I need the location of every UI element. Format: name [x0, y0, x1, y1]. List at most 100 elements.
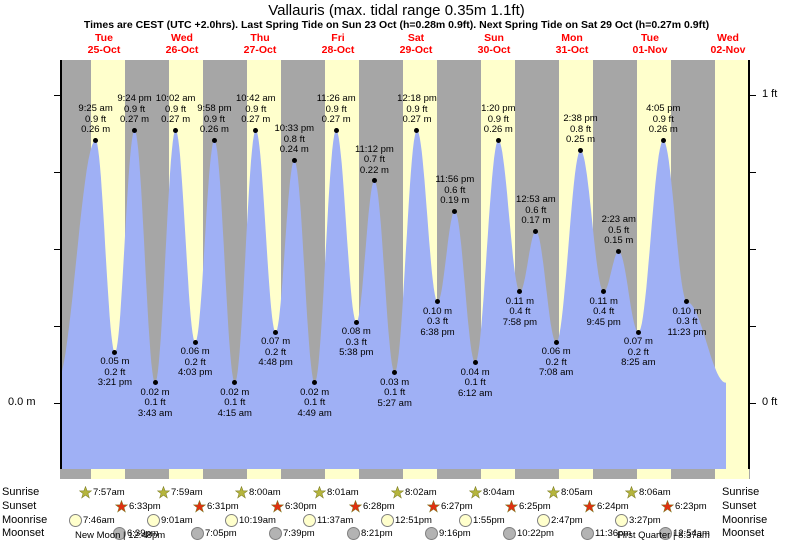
- tide-height-m: 0.02 m: [300, 386, 330, 398]
- tide-height-m: 0.26 m: [199, 124, 229, 136]
- tide-height-ft: 0.9 ft: [325, 103, 347, 115]
- day-header-31-oct: Mon 31-Oct: [532, 32, 612, 56]
- low-tide-label: 0.03 m 0.1 ft 5:27 am: [357, 377, 433, 410]
- low-tide-label: 0.06 m 0.2 ft 7:08 am: [518, 347, 594, 379]
- astro-moonrise-entry: 11:37am: [303, 514, 353, 527]
- astro-moonrise-entry: 2:47pm: [537, 514, 583, 527]
- astro-sunset-entry: 6:30pm: [271, 500, 317, 513]
- high-tide-label: 11:26 am 0.9 ft 0.27 m: [298, 94, 374, 126]
- low-tide-label: 0.02 m 0.1 ft 4:15 am: [197, 387, 273, 420]
- sunrise-star-icon: [391, 486, 404, 499]
- tide-height-m: 0.22 m: [359, 164, 389, 176]
- tide-height-m: 0.27 m: [321, 114, 351, 126]
- high-tide-point: [132, 127, 138, 133]
- strip-night-band: [221, 469, 247, 479]
- low-tide-point: [684, 299, 690, 305]
- star-icon: [313, 486, 326, 499]
- moonset-circle-icon: [347, 527, 360, 540]
- high-tide-point: [253, 127, 259, 133]
- day-header-30-oct: Sun 30-Oct: [454, 32, 534, 56]
- low-tide-point: [353, 319, 359, 325]
- tide-time: 9:25 am: [78, 103, 113, 115]
- tide-time: 10:33 pm: [274, 123, 315, 135]
- astro-moonset-entry: 7:39pm: [269, 527, 315, 540]
- left-axis-tick: [54, 326, 60, 327]
- tide-height-m: 0.06 m: [541, 346, 571, 358]
- astro-sunrise-entry: 8:06am: [625, 486, 671, 499]
- tide-height-ft: 0.3 ft: [345, 336, 367, 348]
- low-tide-point: [517, 289, 523, 295]
- astro-time: 3:27pm: [629, 515, 661, 526]
- tide-height-m: 0.07 m: [261, 336, 291, 348]
- right-axis-label: 1 ft: [762, 88, 778, 100]
- sunrise-star-icon: [313, 486, 326, 499]
- moon-phase-name: First Quarter: [617, 530, 671, 541]
- low-tide-point: [553, 339, 559, 345]
- left-axis-tick: [54, 403, 60, 404]
- low-tide-point: [392, 370, 398, 376]
- sunset-star-icon: [271, 500, 284, 513]
- star-icon: [115, 500, 128, 513]
- moonrise-circle-icon: [147, 514, 160, 527]
- tide-time: 9:45 pm: [586, 316, 621, 328]
- day-of-week: Tue: [95, 32, 113, 44]
- sunrise-star-icon: [625, 486, 638, 499]
- strip-night-band: [60, 469, 65, 479]
- astro-sunrise-entry: 7:57am: [79, 486, 125, 499]
- tide-time: 10:02 am: [155, 93, 196, 105]
- tide-height-m: 0.26 m: [483, 124, 513, 136]
- strip-night-band: [670, 469, 689, 479]
- astro-time: 12:51pm: [395, 515, 432, 526]
- tide-time: 7:58 pm: [502, 316, 538, 328]
- tide-time: 6:38 pm: [420, 326, 455, 338]
- tide-time: 5:27 am: [377, 397, 412, 409]
- low-tide-point: [273, 329, 279, 335]
- sunset-star-icon: [193, 500, 206, 513]
- tide-height-m: 0.15 m: [604, 235, 634, 247]
- moonrise-circle-icon: [303, 514, 316, 527]
- astro-row-label-sunrise-left: Sunrise: [2, 486, 40, 498]
- tide-time: 2:23 am: [601, 214, 636, 226]
- tide-height-ft: 0.6 ft: [444, 184, 466, 196]
- page-title: Vallauris (max. tidal range 0.35m 1.1ft): [268, 2, 525, 19]
- astro-time: 7:59am: [171, 487, 203, 498]
- left-axis-tick: [54, 249, 60, 250]
- strip-night-band: [514, 469, 533, 479]
- astro-row-label-moonrise-left: Moonrise: [2, 514, 48, 526]
- day-of-week: Tue: [641, 32, 659, 44]
- tide-height-ft: 0.1 ft: [384, 387, 406, 399]
- astro-moonset-entry: 7:05pm: [191, 527, 237, 540]
- day-of-week: Mon: [561, 32, 583, 44]
- day-date: 25-Oct: [87, 44, 121, 56]
- high-tide-point: [333, 127, 339, 133]
- sunrise-star-icon: [547, 486, 560, 499]
- high-tide-label: 10:33 pm 0.8 ft 0.24 m: [256, 124, 332, 156]
- tide-height-ft: 0.1 ft: [464, 377, 486, 389]
- sunset-star-icon: [661, 500, 674, 513]
- tide-height-ft: 0.9 ft: [487, 113, 509, 125]
- astro-moonrise-entry: 12:51pm: [381, 514, 432, 527]
- night-band: [60, 60, 65, 469]
- tide-height-ft: 0.7 ft: [363, 154, 385, 166]
- tide-height-m: 0.27 m: [402, 114, 432, 126]
- moon-phase-time: 8:37am: [678, 530, 710, 541]
- moonrise-circle-icon: [69, 514, 82, 527]
- tide-time: 4:03 pm: [177, 367, 213, 379]
- strip-night-band: [533, 469, 560, 479]
- tide-time: 4:15 am: [217, 407, 252, 419]
- sunrise-star-icon: [157, 486, 170, 499]
- low-tide-point: [312, 380, 318, 386]
- left-axis-tick: [54, 95, 60, 96]
- tide-height-m: 0.27 m: [161, 114, 191, 126]
- sunset-star-icon: [427, 500, 440, 513]
- high-tide-point: [533, 228, 539, 234]
- tide-time: 3:43 am: [137, 407, 173, 419]
- tide-height-ft: 0.8 ft: [569, 123, 592, 135]
- strip-night-band: [299, 469, 326, 479]
- tide-time: 3:21 pm: [97, 377, 133, 389]
- star-icon: [625, 486, 638, 499]
- tide-time: 4:05 pm: [646, 103, 681, 115]
- tide-height-m: 0.08 m: [341, 326, 371, 338]
- tide-curve: [60, 130, 726, 469]
